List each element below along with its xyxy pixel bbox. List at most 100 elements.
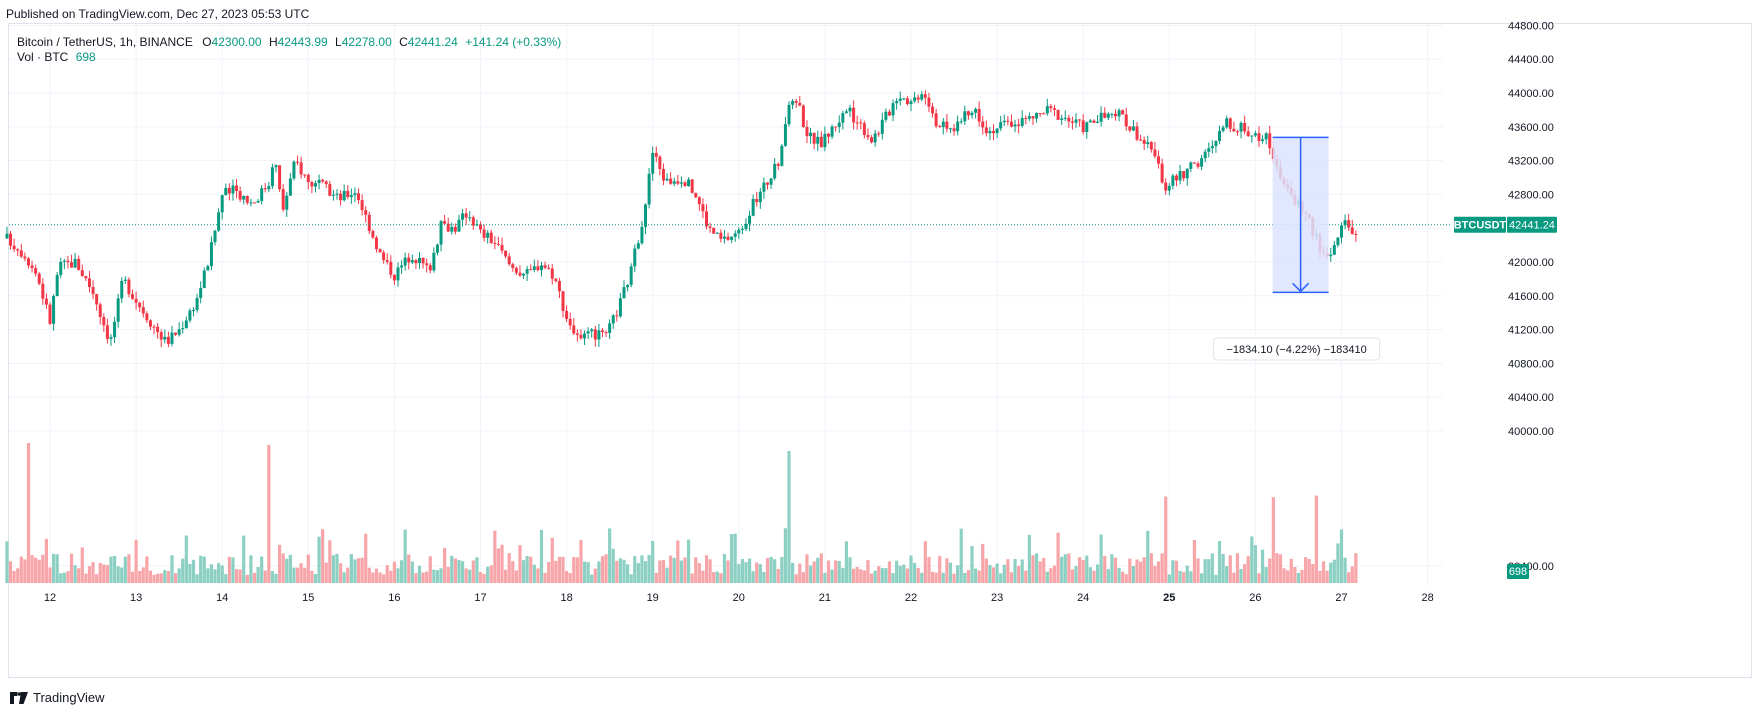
candle-body [536,266,540,271]
volume-bar [489,565,493,583]
candle-body [593,329,597,340]
volume-bar [270,571,275,583]
candle-body [299,162,303,175]
candle-body [59,261,63,275]
candle-body [1020,117,1024,126]
volume-bar [966,570,970,583]
time-tick-label: 27 [1335,592,1347,604]
candle-body [1347,220,1351,228]
volume-bar [819,553,823,583]
candle-body [647,173,651,205]
volume-bar [916,567,920,583]
candles [5,90,1358,348]
volume-bar [1243,564,1247,583]
volume-bar [532,564,536,583]
candle-body [389,261,393,275]
candle-body [672,181,676,184]
candle-body [913,97,917,102]
candle-body [174,332,178,335]
volume-bar [504,569,508,583]
candle-body [568,318,572,326]
candle-body [1017,124,1021,126]
candle-body [374,237,378,250]
candle-body [518,272,522,276]
candle-body [769,178,773,185]
volume-bar [206,568,210,583]
volume-bar [708,559,712,583]
candle-body [159,332,163,340]
volume-bar [791,562,795,583]
candle-body [1045,106,1049,114]
chart-frame[interactable] [8,23,1752,678]
candle-body [909,101,913,105]
candle-body [296,161,300,163]
volume-bar [511,561,515,583]
volume-bar [1056,532,1060,583]
volume-bar [762,571,766,583]
volume-bar [640,555,644,583]
candle-body [270,167,274,187]
candle-body [514,267,518,273]
volume-bar [952,573,956,583]
volume-bar [690,573,694,583]
candle-body [898,98,902,101]
volume-bar [1088,567,1092,583]
candle-body [751,198,755,216]
volume-bar [432,569,436,583]
volume-bar [95,574,99,583]
volume-bar [396,568,400,583]
volume-bar [758,564,762,583]
candle-body [192,309,195,311]
volume-bar [837,560,841,583]
candle-body [364,210,368,215]
volume-bar [902,564,906,583]
footer-brand[interactable]: TradingView [10,690,105,705]
candle-body [920,94,924,100]
time-tick-label: 25 [1163,592,1175,604]
candle-body [1117,110,1121,117]
candle-body [5,233,9,239]
candle-body [252,202,256,204]
volume-bar [1311,564,1315,583]
candle-body [468,217,472,219]
volume-bar [1304,557,1308,583]
volume-bar [374,568,379,583]
volume-bar [676,540,680,583]
volume-bar [844,541,849,583]
volume-bar [1192,540,1197,583]
volume-bar [324,562,328,583]
candle-body [1049,106,1053,109]
volume-bar [880,568,884,583]
candle-body [834,126,838,128]
candle-body [471,217,475,226]
candle-body [202,270,206,288]
volume-bar [48,567,52,583]
candle-body [683,182,687,187]
volume-bar [98,562,102,583]
volume-bar [1113,557,1118,583]
volume-bar [1171,560,1175,583]
price-tick-label: 43200.00 [1508,156,1554,168]
time-tick-label: 13 [130,592,142,604]
volume-bar [665,567,669,583]
candle-body [748,215,752,224]
candle-body [938,126,942,128]
candle-body [1171,175,1175,186]
volume-bar [217,563,221,583]
volume-bar [941,572,945,583]
volume-bar [299,563,303,583]
candle-body [131,294,135,299]
candle-body [245,195,249,203]
legend-volume: 698 [75,50,96,64]
candle-body [44,298,48,305]
tradingview-logo-icon [10,691,28,704]
candle-body [1210,146,1214,149]
candle-body [206,266,210,271]
candle-body [116,298,120,322]
volume-bar [1260,549,1265,583]
price-tag: BTCUSDT 42441.24 698 [1454,216,1557,579]
volume-bar [651,540,655,583]
candle-body [583,333,587,339]
volume-bar [1099,534,1103,583]
